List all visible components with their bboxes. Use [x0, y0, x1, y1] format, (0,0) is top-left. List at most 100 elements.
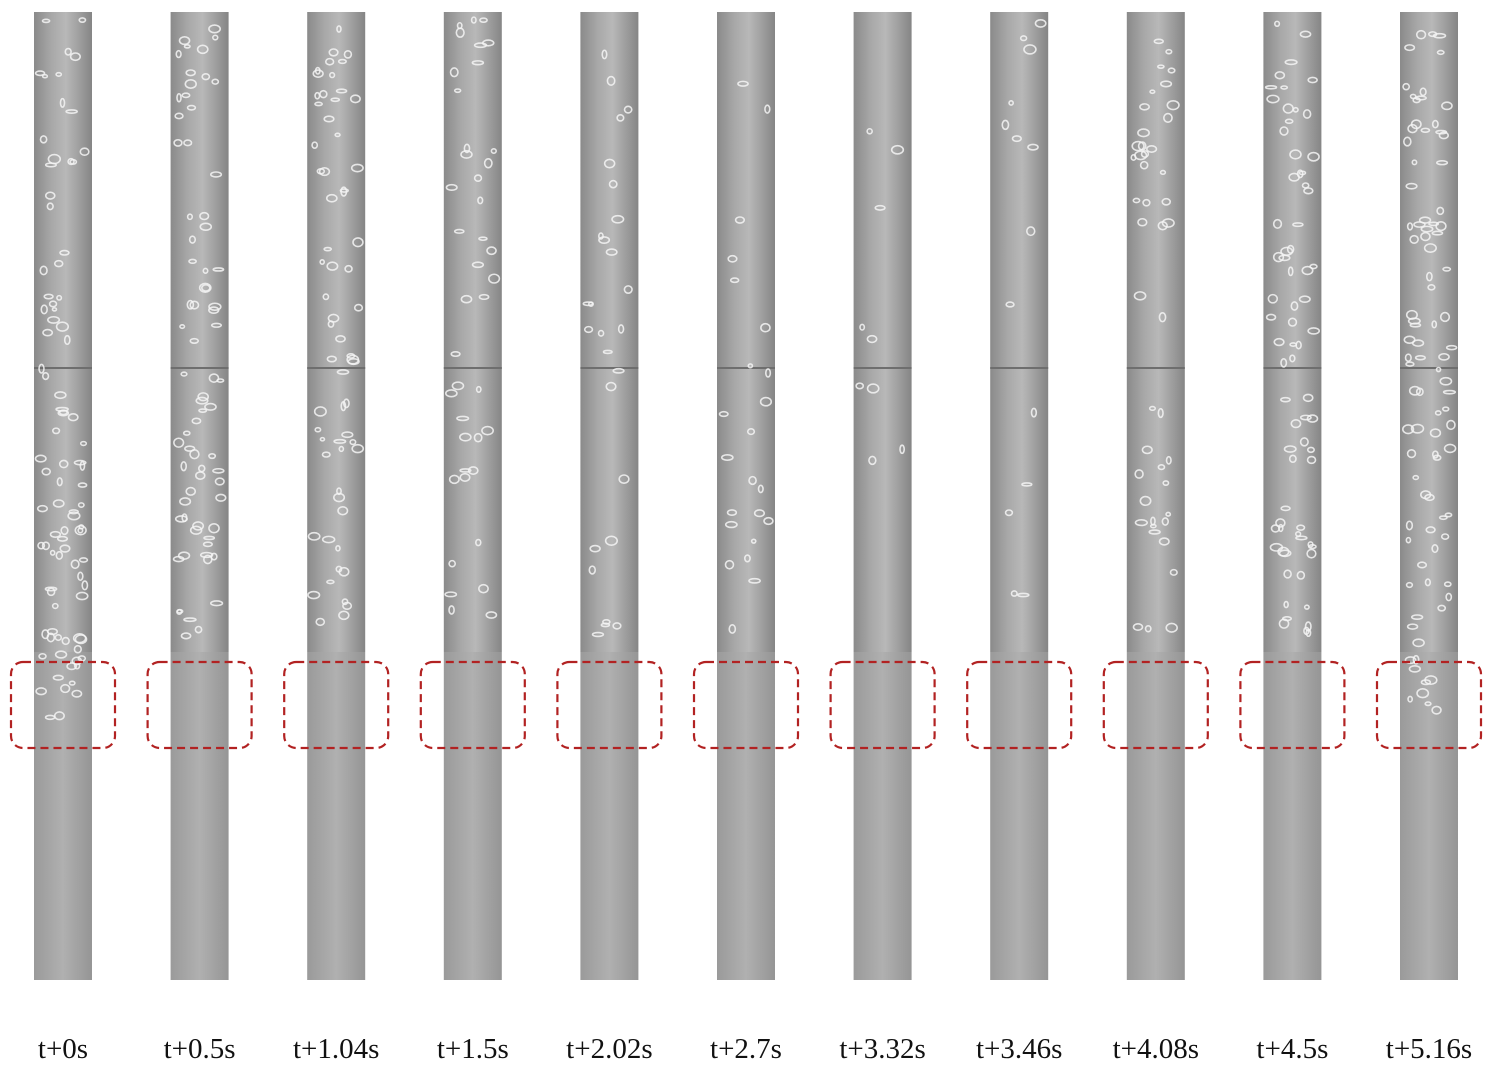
bubble: [1420, 679, 1432, 686]
bubble: [1443, 443, 1457, 454]
bubble: [1158, 311, 1167, 323]
bubble: [1429, 428, 1442, 438]
bubble: [329, 71, 336, 79]
bubble: [753, 509, 766, 518]
bubble: [335, 335, 346, 343]
bubble: [1409, 322, 1422, 328]
bubble: [1275, 518, 1286, 528]
bubble: [1157, 220, 1168, 231]
bubble: [186, 299, 195, 310]
bubble: [1137, 217, 1148, 227]
bubble: [54, 391, 67, 400]
bubble: [1424, 578, 1432, 587]
bubble: [340, 401, 347, 412]
bubble: [67, 511, 81, 521]
bubble: [41, 467, 52, 476]
bubble: [448, 474, 460, 485]
bubble: [182, 430, 191, 436]
bubble: [1141, 445, 1153, 455]
bubble: [1407, 123, 1418, 134]
bubble: [1423, 243, 1437, 254]
bubble: [195, 471, 206, 480]
bubble: [40, 304, 48, 315]
bubble: [1414, 355, 1426, 361]
bubble: [1432, 32, 1447, 39]
bubble: [1420, 225, 1434, 233]
bubble: [617, 324, 625, 334]
bubble: [589, 544, 601, 553]
bubble: [1016, 592, 1030, 598]
bubble: [209, 171, 223, 178]
bubble: [604, 535, 618, 547]
bubble: [1134, 150, 1148, 161]
bubble: [449, 67, 459, 78]
bubble: [208, 452, 217, 460]
bubble: [63, 334, 71, 346]
bubble: [1442, 266, 1452, 272]
bubble: [54, 634, 63, 642]
bubble: [1405, 309, 1418, 320]
bubble: [470, 16, 477, 24]
tube-upper: [443, 12, 502, 652]
bubble: [608, 179, 618, 189]
bubble: [55, 321, 70, 332]
bubble: [55, 550, 64, 560]
tube-lower: [34, 652, 92, 980]
bubble: [319, 89, 328, 99]
bubble: [212, 267, 225, 272]
bubble: [601, 49, 608, 60]
bubble: [1288, 454, 1297, 464]
bubble: [41, 541, 51, 551]
bubble: [618, 474, 630, 484]
bubble: [612, 367, 625, 374]
bubble: [1156, 64, 1165, 69]
bubble: [448, 605, 455, 615]
bubble: [330, 97, 341, 103]
bubble: [1402, 82, 1411, 91]
bubble: [1165, 455, 1172, 465]
tube-lower: [307, 652, 366, 980]
bubble: [1438, 515, 1448, 521]
bubble: [1424, 493, 1435, 502]
bubble: [759, 396, 773, 407]
bubble: [1158, 537, 1170, 546]
bubble: [75, 591, 89, 601]
bubble: [208, 24, 221, 34]
bubble: [1410, 614, 1424, 621]
bubble: [198, 408, 208, 414]
bubble: [319, 436, 326, 442]
bubble: [448, 559, 457, 568]
bubble: [1303, 604, 1310, 610]
bubble: [212, 34, 219, 41]
bubble: [181, 92, 191, 99]
bubble: [1301, 182, 1310, 189]
bubble: [208, 523, 220, 534]
bubble: [42, 328, 54, 337]
frame-label: t+0s: [38, 1033, 88, 1065]
bubble: [336, 369, 350, 375]
bubble: [314, 426, 322, 433]
bubble: [69, 52, 81, 62]
bubble: [184, 445, 196, 452]
bubble: [1411, 159, 1418, 166]
bubble: [747, 363, 754, 369]
bubble: [1413, 221, 1426, 228]
bubble: [1163, 112, 1173, 123]
bubble: [46, 202, 54, 211]
bubble: [1010, 590, 1018, 597]
bubble: [1034, 18, 1047, 28]
bubble: [1030, 407, 1038, 418]
bubble: [1150, 516, 1156, 526]
tube-lower: [1400, 652, 1458, 980]
highlight-box: [692, 660, 800, 750]
bubble: [73, 459, 87, 466]
highlight-box: [419, 660, 526, 750]
bubble: [209, 600, 224, 607]
bubble: [1439, 311, 1451, 323]
bubble: [35, 687, 48, 696]
bubble: [1406, 623, 1419, 630]
bubble: [1431, 705, 1442, 715]
bubble: [81, 580, 89, 591]
bubble: [335, 545, 341, 552]
